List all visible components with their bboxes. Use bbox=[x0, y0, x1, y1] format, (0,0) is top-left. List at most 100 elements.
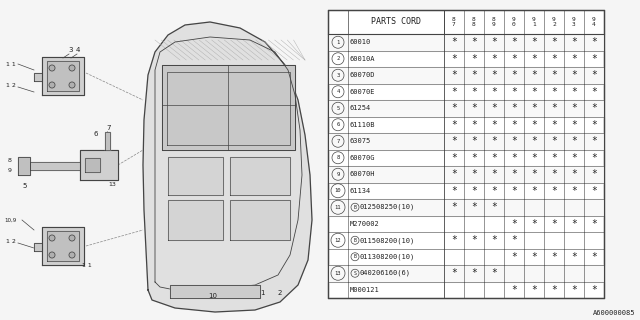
Text: *: * bbox=[551, 219, 557, 229]
Text: *: * bbox=[591, 136, 597, 146]
Text: *: * bbox=[531, 169, 537, 179]
Text: *: * bbox=[471, 235, 477, 245]
Text: *: * bbox=[591, 120, 597, 130]
Text: *: * bbox=[571, 136, 577, 146]
Text: 011508200(10): 011508200(10) bbox=[360, 237, 415, 244]
Text: *: * bbox=[591, 219, 597, 229]
Polygon shape bbox=[47, 61, 79, 91]
Text: *: * bbox=[491, 202, 497, 212]
Text: *: * bbox=[451, 153, 457, 163]
Text: *: * bbox=[471, 186, 477, 196]
Text: *: * bbox=[531, 54, 537, 64]
Polygon shape bbox=[162, 65, 295, 150]
Text: *: * bbox=[491, 136, 497, 146]
Text: *: * bbox=[551, 252, 557, 262]
Text: *: * bbox=[571, 219, 577, 229]
Text: *: * bbox=[511, 54, 517, 64]
Text: *: * bbox=[551, 103, 557, 113]
Text: *: * bbox=[471, 70, 477, 80]
Text: *: * bbox=[591, 103, 597, 113]
Text: *: * bbox=[571, 37, 577, 47]
Text: 1: 1 bbox=[337, 40, 340, 45]
Text: *: * bbox=[471, 268, 477, 278]
Text: *: * bbox=[531, 37, 537, 47]
Text: 1 1: 1 1 bbox=[82, 263, 92, 268]
Text: *: * bbox=[551, 120, 557, 130]
Text: *: * bbox=[511, 37, 517, 47]
Polygon shape bbox=[80, 150, 118, 180]
Text: *: * bbox=[551, 37, 557, 47]
Text: *: * bbox=[551, 186, 557, 196]
Text: 1 1: 1 1 bbox=[6, 62, 16, 67]
Text: *: * bbox=[491, 37, 497, 47]
Text: *: * bbox=[471, 136, 477, 146]
Text: 13: 13 bbox=[335, 271, 341, 276]
Text: *: * bbox=[491, 186, 497, 196]
Text: *: * bbox=[531, 87, 537, 97]
Text: *: * bbox=[451, 186, 457, 196]
Circle shape bbox=[69, 235, 75, 241]
Text: 11: 11 bbox=[335, 205, 341, 210]
Text: *: * bbox=[451, 70, 457, 80]
Text: B: B bbox=[353, 254, 356, 259]
Polygon shape bbox=[170, 285, 260, 298]
Text: *: * bbox=[511, 153, 517, 163]
Text: *: * bbox=[491, 169, 497, 179]
Text: 61110B: 61110B bbox=[350, 122, 376, 128]
Text: *: * bbox=[551, 153, 557, 163]
Text: M000121: M000121 bbox=[350, 287, 380, 293]
Polygon shape bbox=[328, 67, 604, 84]
Text: *: * bbox=[551, 136, 557, 146]
Text: *: * bbox=[591, 169, 597, 179]
Text: *: * bbox=[531, 70, 537, 80]
Text: 011308200(10): 011308200(10) bbox=[360, 253, 415, 260]
Text: 5: 5 bbox=[22, 183, 26, 189]
Text: *: * bbox=[491, 87, 497, 97]
Text: *: * bbox=[471, 103, 477, 113]
Text: 10,9: 10,9 bbox=[4, 218, 16, 223]
Text: *: * bbox=[451, 54, 457, 64]
Text: 040206160(6): 040206160(6) bbox=[360, 270, 411, 276]
Polygon shape bbox=[328, 265, 604, 282]
Text: 63075: 63075 bbox=[350, 138, 371, 144]
Text: *: * bbox=[451, 103, 457, 113]
Text: 61254: 61254 bbox=[350, 105, 371, 111]
Text: 60070E: 60070E bbox=[350, 89, 376, 95]
Text: *: * bbox=[571, 186, 577, 196]
Polygon shape bbox=[328, 133, 604, 149]
Text: *: * bbox=[451, 169, 457, 179]
Text: *: * bbox=[591, 252, 597, 262]
Text: 3: 3 bbox=[337, 73, 340, 78]
Text: *: * bbox=[491, 235, 497, 245]
Text: B: B bbox=[353, 238, 356, 243]
Text: *: * bbox=[571, 252, 577, 262]
Text: 12: 12 bbox=[335, 238, 341, 243]
Text: 9: 9 bbox=[8, 168, 12, 173]
Text: *: * bbox=[511, 87, 517, 97]
Text: *: * bbox=[591, 285, 597, 295]
Text: *: * bbox=[511, 235, 517, 245]
Text: 9
3: 9 3 bbox=[572, 17, 576, 27]
Text: *: * bbox=[571, 103, 577, 113]
Polygon shape bbox=[230, 157, 290, 195]
Text: 012508250(10): 012508250(10) bbox=[360, 204, 415, 211]
Text: M270002: M270002 bbox=[350, 221, 380, 227]
Text: *: * bbox=[491, 120, 497, 130]
Text: *: * bbox=[451, 37, 457, 47]
Text: *: * bbox=[531, 120, 537, 130]
Polygon shape bbox=[105, 132, 110, 150]
Text: *: * bbox=[511, 70, 517, 80]
Text: *: * bbox=[471, 153, 477, 163]
Text: *: * bbox=[571, 169, 577, 179]
Polygon shape bbox=[168, 200, 223, 240]
Polygon shape bbox=[230, 200, 290, 240]
Text: *: * bbox=[591, 186, 597, 196]
Text: 9
1: 9 1 bbox=[532, 17, 536, 27]
Text: *: * bbox=[511, 103, 517, 113]
Polygon shape bbox=[34, 243, 42, 251]
Text: *: * bbox=[471, 202, 477, 212]
Text: *: * bbox=[571, 70, 577, 80]
Text: 60010: 60010 bbox=[350, 39, 371, 45]
Text: 3: 3 bbox=[68, 47, 72, 53]
Text: 9
2: 9 2 bbox=[552, 17, 556, 27]
